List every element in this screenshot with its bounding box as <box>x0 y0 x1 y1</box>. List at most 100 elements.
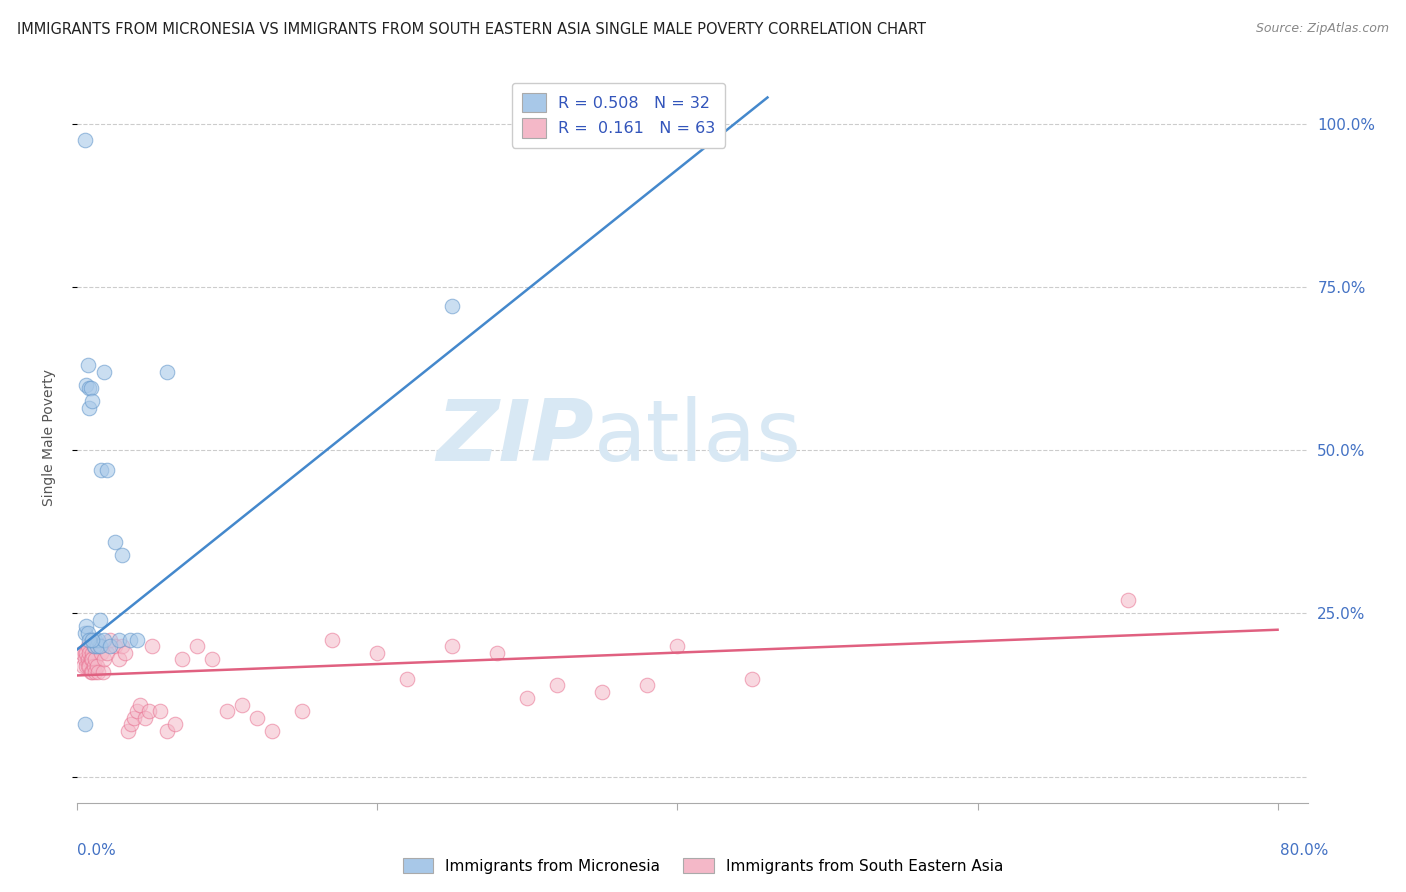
Point <box>636 678 658 692</box>
Point <box>262 723 284 738</box>
Point <box>93 652 115 666</box>
Point <box>246 711 269 725</box>
Point <box>141 639 163 653</box>
Point <box>321 632 343 647</box>
Point <box>89 613 111 627</box>
Point <box>82 632 104 647</box>
Point <box>129 698 152 712</box>
Point <box>741 672 763 686</box>
Point <box>87 665 110 680</box>
Point <box>441 300 464 314</box>
Point <box>83 639 105 653</box>
Point <box>111 548 134 562</box>
Point <box>120 717 142 731</box>
Point <box>124 711 146 725</box>
Point <box>73 646 96 660</box>
Point <box>75 658 97 673</box>
Point <box>82 632 104 647</box>
Point <box>84 632 107 647</box>
Point <box>546 678 568 692</box>
Point <box>90 463 112 477</box>
Point <box>441 639 464 653</box>
Point <box>76 639 98 653</box>
Point <box>127 632 149 647</box>
Point <box>82 652 104 666</box>
Point <box>156 723 179 738</box>
Point <box>516 691 538 706</box>
Point <box>79 401 101 415</box>
Point <box>86 639 108 653</box>
Point <box>138 705 160 719</box>
Point <box>486 646 509 660</box>
Point <box>111 639 134 653</box>
Text: atlas: atlas <box>595 395 801 479</box>
Text: 80.0%: 80.0% <box>1281 843 1329 858</box>
Point <box>104 639 127 653</box>
Point <box>104 534 127 549</box>
Point <box>98 632 121 647</box>
Point <box>70 646 93 660</box>
Point <box>73 133 96 147</box>
Point <box>114 646 136 660</box>
Point <box>108 652 131 666</box>
Point <box>79 658 101 673</box>
Point <box>79 646 101 660</box>
Point <box>84 665 107 680</box>
Point <box>80 381 103 395</box>
Text: ZIP: ZIP <box>436 395 595 479</box>
Point <box>75 646 97 660</box>
Point <box>76 652 98 666</box>
Point <box>93 632 115 647</box>
Point <box>73 626 96 640</box>
Point <box>666 639 689 653</box>
Point <box>87 632 110 647</box>
Point <box>82 646 104 660</box>
Point <box>96 463 118 477</box>
Point <box>84 652 107 666</box>
Point <box>201 652 224 666</box>
Point <box>89 639 111 653</box>
Point <box>127 705 149 719</box>
Point <box>75 619 97 633</box>
Point <box>91 665 114 680</box>
Text: IMMIGRANTS FROM MICRONESIA VS IMMIGRANTS FROM SOUTH EASTERN ASIA SINGLE MALE POV: IMMIGRANTS FROM MICRONESIA VS IMMIGRANTS… <box>17 22 927 37</box>
Point <box>186 639 208 653</box>
Point <box>79 381 101 395</box>
Point <box>79 632 101 647</box>
Point <box>82 665 104 680</box>
Point <box>118 632 141 647</box>
Point <box>90 646 112 660</box>
Point <box>83 658 105 673</box>
Point <box>291 705 314 719</box>
Point <box>76 658 98 673</box>
Point <box>76 358 98 372</box>
Point <box>1116 593 1139 607</box>
Point <box>172 652 194 666</box>
Point <box>89 639 111 653</box>
Text: 0.0%: 0.0% <box>77 843 117 858</box>
Text: Source: ZipAtlas.com: Source: ZipAtlas.com <box>1256 22 1389 36</box>
Point <box>396 672 419 686</box>
Point <box>80 652 103 666</box>
Point <box>93 365 115 379</box>
Point <box>73 652 96 666</box>
Point <box>217 705 239 719</box>
Point <box>80 665 103 680</box>
Point <box>76 626 98 640</box>
Point <box>82 394 104 409</box>
Point <box>117 723 139 738</box>
Point <box>98 639 121 653</box>
Legend: R = 0.508   N = 32, R =  0.161   N = 63: R = 0.508 N = 32, R = 0.161 N = 63 <box>512 83 725 147</box>
Point <box>108 632 131 647</box>
Point <box>86 658 108 673</box>
Point <box>72 658 94 673</box>
Point <box>75 377 97 392</box>
Point <box>163 717 186 731</box>
Y-axis label: Single Male Poverty: Single Male Poverty <box>42 368 56 506</box>
Point <box>73 717 96 731</box>
Point <box>231 698 253 712</box>
Legend: Immigrants from Micronesia, Immigrants from South Eastern Asia: Immigrants from Micronesia, Immigrants f… <box>396 852 1010 880</box>
Point <box>366 646 388 660</box>
Point <box>96 646 118 660</box>
Point <box>149 705 172 719</box>
